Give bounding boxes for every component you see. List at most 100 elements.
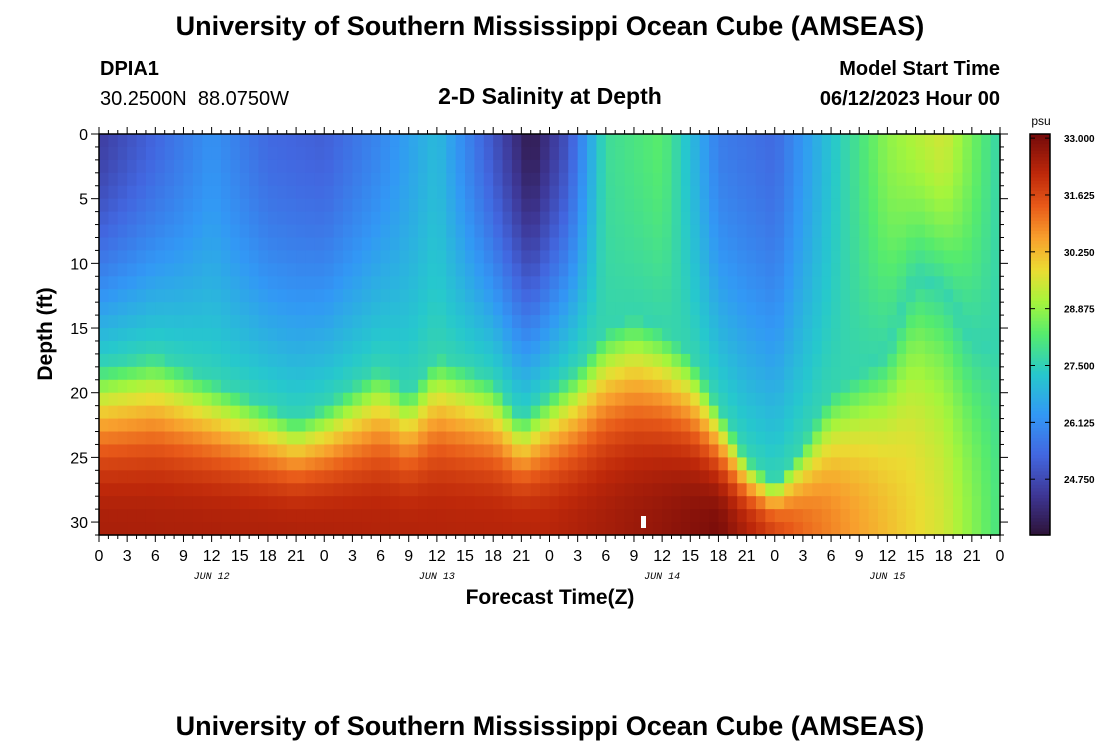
heatmap-cell: [511, 263, 522, 277]
heatmap-cell: [511, 483, 522, 497]
heatmap-cell: [906, 509, 917, 523]
colorbar-unit: psu: [1031, 114, 1050, 128]
heatmap-cell: [296, 392, 307, 407]
heatmap-cell: [868, 353, 879, 368]
heatmap-cell: [746, 159, 757, 174]
heatmap-cell: [230, 405, 241, 420]
heatmap-cell: [540, 159, 551, 174]
heatmap-cell: [277, 353, 288, 368]
heatmap-cell: [915, 418, 926, 433]
heatmap-cell: [718, 237, 729, 252]
heatmap-cell: [108, 276, 119, 290]
heatmap-cell: [934, 522, 945, 536]
heatmap-cell: [953, 483, 964, 497]
heatmap-cell: [230, 483, 241, 497]
heatmap-cell: [924, 328, 935, 342]
heatmap-cell: [446, 418, 457, 433]
heatmap-cell: [174, 379, 185, 394]
heatmap-cell: [174, 289, 185, 303]
heatmap-cell: [971, 146, 982, 161]
heatmap-cell: [915, 431, 926, 446]
heatmap-cell: [615, 146, 626, 161]
heatmap-cell: [258, 146, 269, 161]
heatmap-cell: [746, 289, 757, 303]
heatmap-cell: [615, 302, 626, 316]
heatmap-cell: [849, 483, 860, 497]
heatmap-cell: [145, 250, 156, 264]
heatmap-cell: [633, 289, 644, 303]
heatmap-cell: [755, 237, 766, 252]
heatmap-cell: [258, 483, 269, 497]
heatmap-cell: [953, 185, 964, 200]
heatmap-cell: [924, 302, 935, 316]
heatmap-cell: [145, 444, 156, 458]
heatmap-cell: [849, 237, 860, 252]
heatmap-cell: [981, 431, 992, 446]
heatmap-cell: [831, 250, 842, 264]
heatmap-cell: [934, 185, 945, 200]
heatmap-cell: [333, 405, 344, 420]
heatmap-cell: [305, 224, 316, 239]
heatmap-cell: [267, 224, 278, 239]
heatmap-cell: [455, 353, 466, 368]
heatmap-cell: [314, 457, 325, 471]
heatmap-cell: [99, 431, 109, 446]
heatmap-cell: [493, 224, 504, 239]
heatmap-cell: [859, 353, 870, 368]
heatmap-cell: [136, 146, 147, 161]
heatmap-cell: [324, 444, 335, 458]
heatmap-cell: [774, 444, 785, 458]
heatmap-cell: [540, 483, 551, 497]
heatmap-cell: [784, 211, 795, 226]
heatmap-cell: [859, 211, 870, 226]
heatmap-cell: [821, 315, 832, 329]
heatmap-cell: [596, 276, 607, 290]
heatmap-cell: [221, 444, 231, 458]
heatmap-cell: [793, 185, 804, 200]
footer-title: University of Southern Mississippi Ocean…: [176, 711, 925, 741]
heatmap-cell: [652, 340, 663, 355]
heatmap-cell: [174, 431, 185, 446]
heatmap-cell: [577, 431, 588, 446]
heatmap-cell: [202, 276, 213, 290]
heatmap-cell: [361, 340, 372, 355]
heatmap-cell: [211, 418, 222, 433]
heatmap-cell: [699, 496, 710, 510]
heatmap-cell: [380, 457, 391, 471]
heatmap-cell: [671, 444, 682, 458]
heatmap-cell: [493, 237, 504, 252]
heatmap-cell: [324, 276, 335, 290]
heatmap-cell: [981, 146, 992, 161]
heatmap-cell: [737, 457, 748, 471]
heatmap-cell: [211, 444, 222, 458]
heatmap-cell: [389, 431, 400, 446]
heatmap-cell: [333, 146, 344, 161]
heatmap-cell: [455, 263, 466, 277]
heatmap-cell: [971, 185, 982, 200]
heatmap-cell: [389, 470, 400, 484]
heatmap-cell: [934, 302, 945, 316]
heatmap-cell: [324, 392, 335, 407]
heatmap-cell: [671, 146, 682, 161]
heatmap-cell: [849, 366, 860, 381]
heatmap-cell: [643, 496, 654, 510]
heatmap-cell: [249, 405, 260, 420]
heatmap-cell: [249, 211, 260, 226]
heatmap-cell: [483, 302, 494, 316]
heatmap-cell: [483, 457, 494, 471]
heatmap-cell: [183, 159, 194, 174]
heatmap-cell: [558, 185, 569, 200]
heatmap-cell: [465, 302, 476, 316]
heatmap-cell: [643, 379, 654, 394]
heatmap-cell: [784, 496, 795, 510]
heatmap-cell: [699, 444, 710, 458]
heatmap-cell: [202, 224, 213, 239]
heatmap-cell: [643, 340, 654, 355]
heatmap-cell: [624, 509, 635, 523]
colorbar-segment: [1030, 257, 1050, 262]
heatmap-cell: [164, 496, 175, 510]
heatmap-cell: [155, 211, 166, 226]
heatmap-cell: [652, 457, 663, 471]
heatmap-cell: [849, 392, 860, 407]
heatmap-cell: [493, 211, 504, 226]
